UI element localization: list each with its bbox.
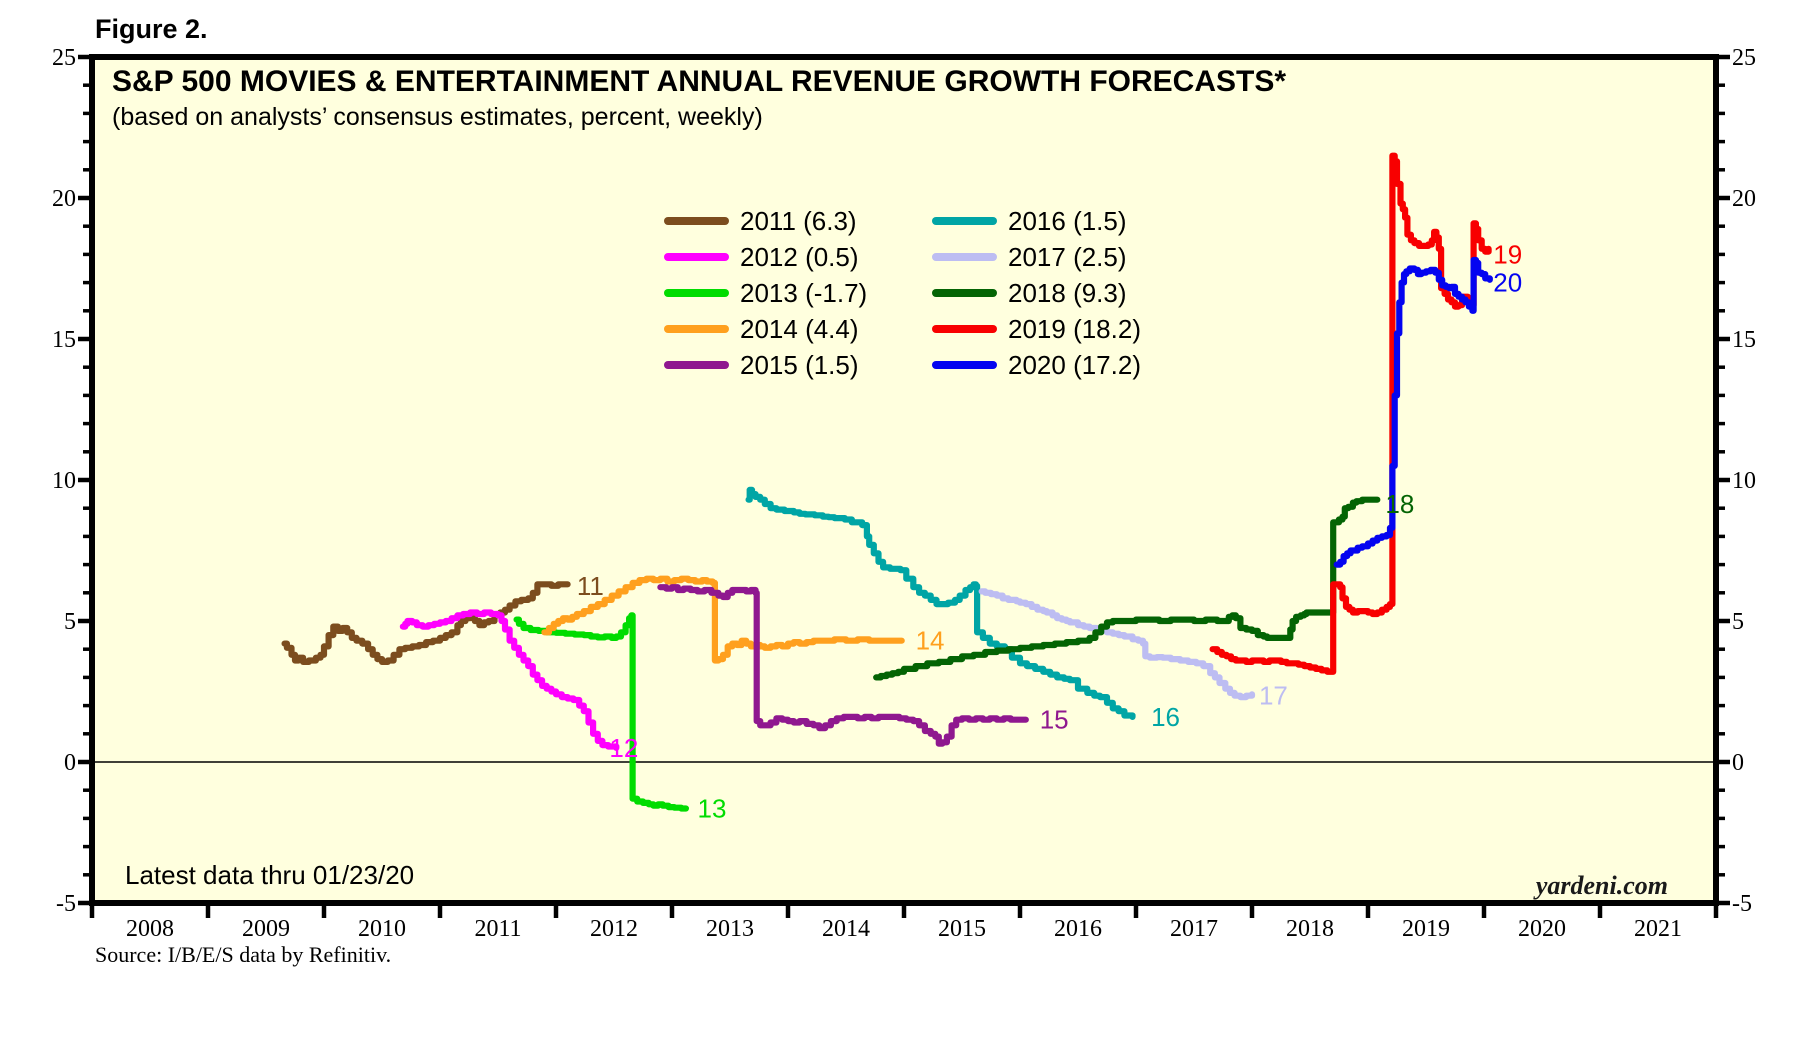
series-end-label-2018: 18	[1385, 489, 1414, 519]
chart-legend: 2011 (6.3) 2012 (0.5) 2013 (-1.7) 2014 (4.4…	[664, 206, 1141, 380]
y-axis-label-left: 25	[52, 45, 76, 71]
chart-subtitle: (based on analysts’ consensus estimates,…	[112, 103, 763, 131]
y-axis-label-right: 10	[1732, 468, 1756, 494]
x-axis-label: 2015	[938, 916, 986, 942]
plot-border	[89, 54, 1719, 906]
series-end-label-2014: 14	[916, 626, 945, 656]
series-line-2012	[399, 609, 620, 751]
series-line-2019	[1209, 152, 1492, 675]
series-line-2018	[873, 496, 1381, 681]
legend-label-2011: 2011 (6.3)	[740, 206, 857, 236]
series-line-2015	[657, 584, 1029, 747]
x-axis-label: 2018	[1286, 916, 1334, 942]
watermark: yardeni.com	[1533, 871, 1668, 900]
y-axis-label-left: -5	[56, 891, 76, 917]
series-end-label-2011: 11	[577, 571, 604, 601]
x-axis-label: 2016	[1054, 916, 1102, 942]
x-axis-label: 2011	[474, 916, 521, 942]
figure-label: Figure 2.	[95, 14, 208, 44]
y-axis-label-right: 20	[1732, 186, 1756, 212]
y-axis-label-right: 0	[1732, 750, 1744, 776]
y-axis-label-right: 15	[1732, 327, 1756, 353]
series-line-2014	[541, 575, 905, 664]
series-line-2017	[978, 588, 1256, 701]
y-axis-label-left: 0	[64, 750, 76, 776]
legend-label-2016: 2016 (1.5)	[1008, 206, 1127, 236]
x-axis-label: 2012	[590, 916, 638, 942]
y-axis-label-left: 15	[52, 327, 76, 353]
legend-label-2013: 2013 (-1.7)	[740, 278, 867, 308]
x-axis-label: 2010	[358, 916, 406, 942]
x-axis-label: 2021	[1634, 916, 1682, 942]
legend-label-2020: 2020 (17.2)	[1008, 350, 1141, 380]
series-end-label-2015: 15	[1040, 705, 1069, 735]
x-axis-label: 2009	[242, 916, 290, 942]
series-end-label-2020: 20	[1493, 268, 1522, 298]
legend-label-2014: 2014 (4.4)	[740, 314, 859, 344]
x-axis-label: 2014	[822, 916, 870, 942]
x-axis-label: 2013	[706, 916, 754, 942]
latest-data-note: Latest data thru 01/23/20	[125, 860, 414, 890]
y-axis-label-right: 5	[1732, 609, 1744, 635]
series-end-label-2013: 13	[698, 794, 727, 824]
y-axis-label-right: -5	[1732, 891, 1752, 917]
series-lines	[281, 152, 1493, 812]
legend-label-2018: 2018 (9.3)	[1008, 278, 1127, 308]
y-axis-label-left: 5	[64, 609, 76, 635]
x-axis-label: 2019	[1402, 916, 1450, 942]
y-axis-label-left: 20	[52, 186, 76, 212]
legend-label-2017: 2017 (2.5)	[1008, 242, 1127, 272]
series-line-2011	[281, 581, 571, 665]
legend-label-2012: 2012 (0.5)	[740, 242, 859, 272]
x-axis-label: 2020	[1518, 916, 1566, 942]
series-line-2016	[745, 486, 1136, 720]
y-axis-label-left: 10	[52, 468, 76, 494]
x-axis-label: 2017	[1170, 916, 1218, 942]
chart-title: S&P 500 MOVIES & ENTERTAINMENT ANNUAL RE…	[112, 65, 1286, 98]
series-line-2020	[1333, 256, 1493, 568]
source-note: Source: I/B/E/S data by Refinitiv.	[95, 942, 391, 967]
plot-background	[92, 57, 1716, 903]
legend-label-2019: 2019 (18.2)	[1008, 314, 1141, 344]
series-end-label-2012: 12	[609, 733, 638, 763]
series-end-label-2019: 19	[1493, 239, 1522, 269]
legend-label-2015: 2015 (1.5)	[740, 350, 859, 380]
y-axis-label-right: 25	[1732, 45, 1756, 71]
series-end-label-2016: 16	[1151, 702, 1180, 732]
x-axis-label: 2008	[126, 916, 174, 942]
series-end-label-2017: 17	[1259, 681, 1288, 711]
